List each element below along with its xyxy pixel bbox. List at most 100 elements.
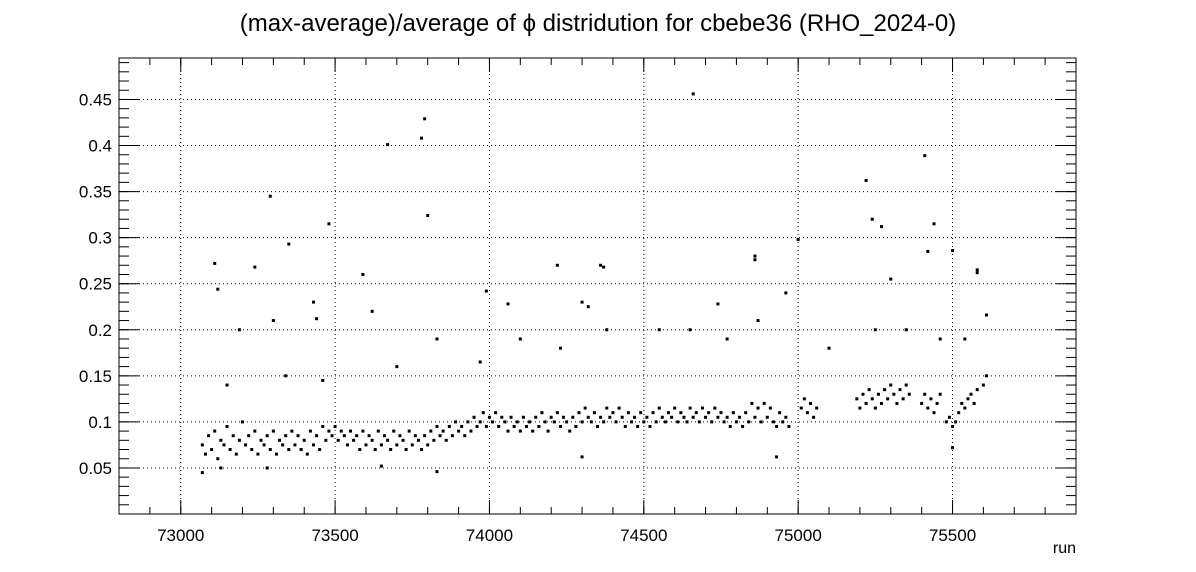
data-point bbox=[969, 392, 973, 396]
data-point bbox=[395, 443, 399, 447]
data-point bbox=[447, 424, 451, 428]
data-point bbox=[367, 434, 371, 438]
data-point bbox=[883, 388, 887, 392]
data-point bbox=[599, 415, 603, 419]
data-point bbox=[648, 424, 652, 428]
data-point bbox=[398, 434, 402, 438]
data-point bbox=[725, 415, 729, 419]
data-point bbox=[744, 411, 748, 415]
data-point bbox=[741, 424, 745, 428]
data-point bbox=[435, 470, 439, 474]
data-point bbox=[809, 401, 813, 405]
data-point bbox=[484, 289, 488, 293]
data-point bbox=[904, 328, 908, 332]
data-point bbox=[775, 455, 779, 459]
data-point bbox=[855, 397, 859, 401]
data-point bbox=[333, 424, 337, 428]
data-point bbox=[694, 411, 698, 415]
data-point bbox=[404, 448, 408, 452]
data-point bbox=[784, 415, 788, 419]
data-point bbox=[429, 429, 433, 433]
data-point bbox=[710, 420, 714, 424]
data-point bbox=[500, 415, 504, 419]
data-point bbox=[244, 443, 248, 447]
data-point bbox=[966, 397, 970, 401]
data-point bbox=[623, 424, 627, 428]
data-point bbox=[589, 420, 593, 424]
data-point bbox=[722, 420, 726, 424]
data-point bbox=[938, 392, 942, 396]
data-point bbox=[645, 415, 649, 419]
data-point bbox=[796, 237, 800, 241]
data-point bbox=[426, 214, 430, 218]
data-point bbox=[382, 434, 386, 438]
data-point bbox=[386, 438, 390, 442]
data-point bbox=[608, 415, 612, 419]
data-point bbox=[305, 452, 309, 456]
data-point bbox=[617, 406, 621, 410]
data-point bbox=[268, 194, 272, 198]
data-point bbox=[984, 313, 988, 317]
data-point bbox=[432, 438, 436, 442]
x-tick-label: 75000 bbox=[775, 526, 822, 545]
data-point bbox=[478, 420, 482, 424]
data-point bbox=[543, 420, 547, 424]
data-point bbox=[580, 300, 584, 304]
data-point bbox=[203, 452, 207, 456]
data-point bbox=[466, 420, 470, 424]
data-point bbox=[416, 438, 420, 442]
data-point bbox=[290, 429, 294, 433]
data-point bbox=[213, 261, 217, 265]
data-point bbox=[957, 411, 961, 415]
data-point bbox=[358, 448, 362, 452]
data-point bbox=[784, 291, 788, 295]
data-point bbox=[932, 411, 936, 415]
data-point bbox=[568, 429, 572, 433]
data-point bbox=[602, 265, 606, 269]
data-point bbox=[207, 434, 211, 438]
data-point bbox=[410, 443, 414, 447]
data-point bbox=[392, 429, 396, 433]
data-point bbox=[781, 420, 785, 424]
data-point bbox=[349, 429, 353, 433]
data-point bbox=[549, 415, 553, 419]
data-point bbox=[321, 378, 325, 382]
data-point bbox=[278, 438, 282, 442]
data-point bbox=[265, 466, 269, 470]
data-point bbox=[463, 434, 467, 438]
y-tick-label: 0.25 bbox=[79, 275, 112, 294]
data-point bbox=[287, 448, 291, 452]
data-point bbox=[864, 179, 868, 183]
data-point bbox=[379, 443, 383, 447]
data-point bbox=[768, 406, 772, 410]
data-point bbox=[873, 406, 877, 410]
data-point bbox=[707, 411, 711, 415]
data-point bbox=[975, 268, 979, 272]
data-point bbox=[518, 337, 522, 341]
data-point bbox=[944, 420, 948, 424]
data-point bbox=[487, 415, 491, 419]
data-point bbox=[259, 438, 263, 442]
data-point bbox=[376, 429, 380, 433]
data-point bbox=[775, 424, 779, 428]
data-point bbox=[778, 411, 782, 415]
data-point bbox=[676, 420, 680, 424]
data-point bbox=[947, 415, 951, 419]
data-point bbox=[577, 411, 581, 415]
data-point bbox=[935, 401, 939, 405]
data-point bbox=[660, 415, 664, 419]
data-point bbox=[558, 346, 562, 350]
y-tick-label: 0.35 bbox=[79, 183, 112, 202]
data-point bbox=[423, 434, 427, 438]
data-point bbox=[574, 424, 578, 428]
data-point bbox=[889, 277, 893, 281]
data-point bbox=[765, 415, 769, 419]
data-point bbox=[886, 397, 890, 401]
data-point bbox=[633, 415, 637, 419]
data-point bbox=[237, 328, 241, 332]
data-point bbox=[210, 448, 214, 452]
data-point bbox=[753, 258, 757, 262]
data-point bbox=[654, 420, 658, 424]
data-point bbox=[756, 319, 760, 323]
data-points bbox=[200, 92, 988, 475]
